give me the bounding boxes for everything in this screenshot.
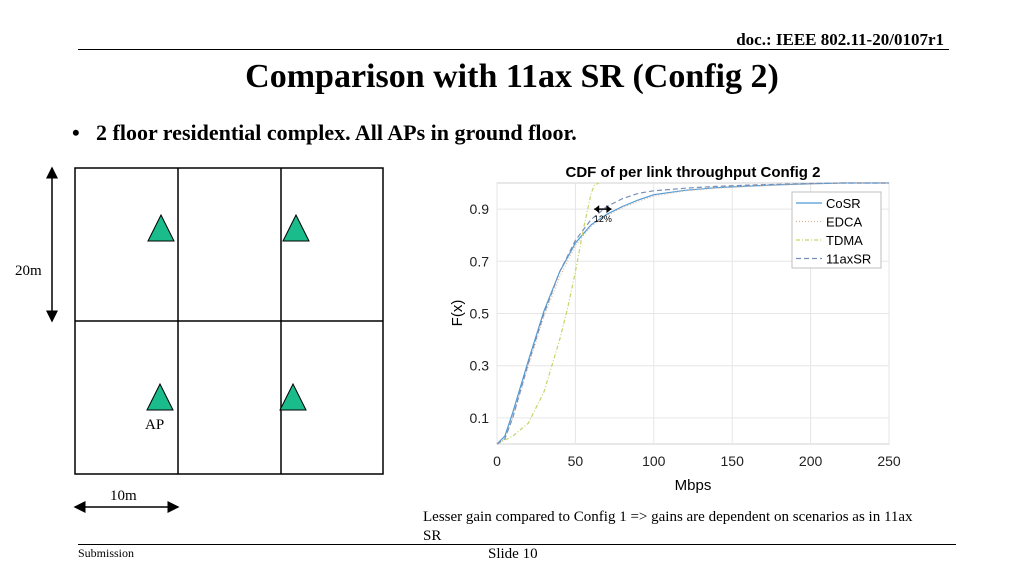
y-tick-label: 0.1 — [470, 410, 490, 426]
y-tick-label: 0.3 — [470, 358, 490, 374]
series-line-cosr — [496, 182, 889, 445]
width-label: 10m — [110, 488, 137, 504]
ap-triangle-icon — [279, 382, 307, 411]
legend-label: TDMA — [826, 233, 863, 248]
footer-slide-number: Slide 10 — [488, 546, 538, 562]
legend-label: CoSR — [826, 196, 861, 211]
footer-rule — [78, 544, 956, 545]
bullet-dot: • — [72, 120, 80, 145]
bullet-item: • 2 floor residential complex. All APs in… — [72, 120, 577, 146]
doc-id: doc.: IEEE 802.11-20/0107r1 — [736, 30, 944, 49]
series-lines — [496, 182, 889, 445]
series-line-11axsr — [496, 182, 889, 445]
legend-label: EDCA — [826, 215, 862, 230]
legend-box — [791, 191, 882, 269]
annotation-label: 12% — [594, 214, 612, 224]
series-line-tdma — [496, 182, 600, 445]
floorplan-outline — [74, 167, 384, 475]
header-rule — [78, 49, 949, 50]
axis-ticks: 0 50 100 150 200 250 0.1 0.3 0.5 0.7 0.9 — [470, 201, 901, 469]
ap-label: AP — [145, 417, 165, 433]
annotation: 12% — [594, 205, 612, 224]
series-line-edca — [496, 182, 889, 445]
x-tick-label: 50 — [568, 453, 584, 469]
height-label: 20m — [15, 263, 42, 279]
plot-area — [496, 182, 890, 445]
annotation-arrowhead-left — [594, 205, 600, 214]
y-tick-label: 0.9 — [470, 201, 490, 217]
x-axis-label: Mbps — [675, 477, 712, 494]
ap-triangle-icon — [147, 213, 175, 242]
x-tick-label: 250 — [877, 453, 901, 469]
y-axis-label: F(x) — [449, 300, 466, 327]
legend: CoSR EDCA TDMA 11axSR — [791, 191, 882, 269]
annotation-arrowhead-right — [606, 205, 612, 214]
x-tick-label: 200 — [799, 453, 823, 469]
x-tick-label: 100 — [642, 453, 666, 469]
legend-label: 11axSR — [826, 252, 871, 267]
note-text: Lesser gain compared to Config 1 => gain… — [423, 509, 913, 544]
x-tick-label: 150 — [721, 453, 745, 469]
slide-title: Comparison with 11ax SR (Config 2) — [245, 58, 779, 95]
x-tick-label: 0 — [493, 453, 501, 469]
footer-submission: Submission — [78, 546, 135, 560]
grid — [496, 183, 890, 444]
y-tick-label: 0.5 — [470, 306, 490, 322]
y-tick-label: 0.7 — [470, 253, 490, 269]
chart-title: CDF of per link throughput Config 2 — [566, 164, 821, 181]
ap-triangle-icon — [146, 382, 174, 411]
ap-triangle-icon — [282, 213, 310, 242]
bullet-text: 2 floor residential complex. All APs in … — [96, 120, 577, 145]
